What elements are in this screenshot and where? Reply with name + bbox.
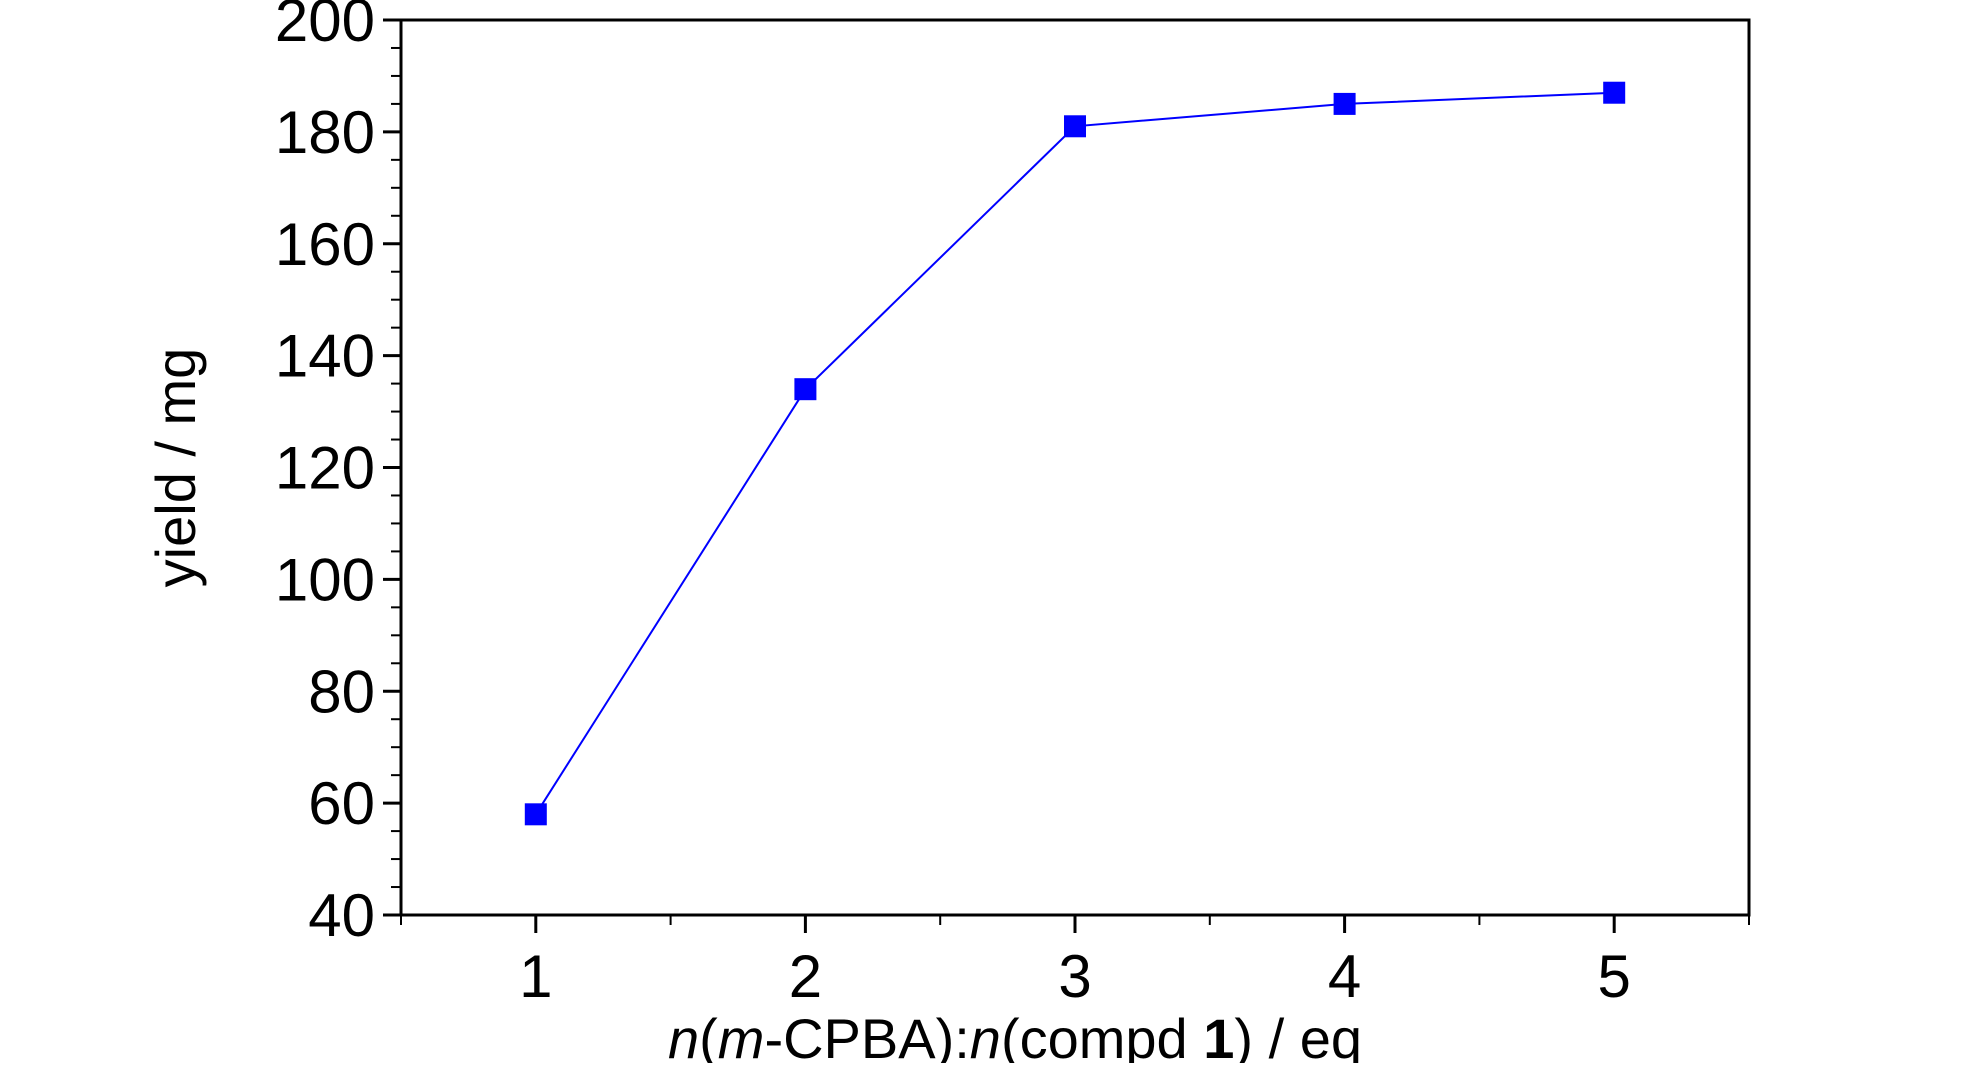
data-point bbox=[1333, 92, 1356, 115]
data-point bbox=[794, 378, 817, 401]
x-tick-label: 2 bbox=[789, 943, 822, 1010]
x-axis-label-part: n bbox=[970, 1007, 1001, 1063]
plot-frame bbox=[399, 18, 1751, 917]
y-tick-label: 160 bbox=[275, 211, 375, 278]
y-tick-label: 180 bbox=[275, 99, 375, 166]
y-tick-label: 120 bbox=[275, 435, 375, 502]
x-axis-label: n(m-CPBA):n(compd 1) / eq bbox=[668, 1007, 1362, 1063]
x-axis: 1 2 3 4 5 bbox=[400, 915, 1750, 1010]
series-line bbox=[534, 91, 1615, 815]
x-axis-label-part: 1 bbox=[1203, 1007, 1234, 1063]
plot-area bbox=[399, 18, 1751, 917]
y-axis: 40 60 80 100 120 140 160 180 200 bbox=[275, 0, 401, 949]
y-tick-label: 80 bbox=[308, 658, 375, 725]
x-tick-label: 4 bbox=[1328, 943, 1361, 1010]
data-point bbox=[524, 803, 547, 826]
y-tick-label: 100 bbox=[275, 546, 375, 613]
x-axis-label-part: ) / eq bbox=[1234, 1007, 1362, 1063]
x-axis-label-part: ( bbox=[699, 1007, 718, 1063]
y-tick-label: 140 bbox=[275, 323, 375, 390]
y-tick-label: 200 bbox=[275, 0, 375, 54]
x-tick-label: 5 bbox=[1598, 943, 1631, 1010]
data-point bbox=[1064, 115, 1086, 138]
data-point bbox=[1603, 81, 1626, 104]
x-axis-label-part: (compd bbox=[1001, 1007, 1203, 1063]
y-axis-label: yield / mg bbox=[144, 348, 207, 588]
series-layer bbox=[524, 81, 1626, 826]
x-axis-label-part: m bbox=[718, 1007, 765, 1063]
x-axis-label-part: n bbox=[668, 1007, 699, 1063]
x-tick-label: 3 bbox=[1058, 943, 1091, 1010]
y-tick-label: 60 bbox=[308, 770, 375, 837]
x-tick-label: 1 bbox=[519, 943, 552, 1010]
x-axis-label-part: -CPBA): bbox=[764, 1007, 969, 1063]
y-tick-label: 40 bbox=[308, 882, 375, 949]
